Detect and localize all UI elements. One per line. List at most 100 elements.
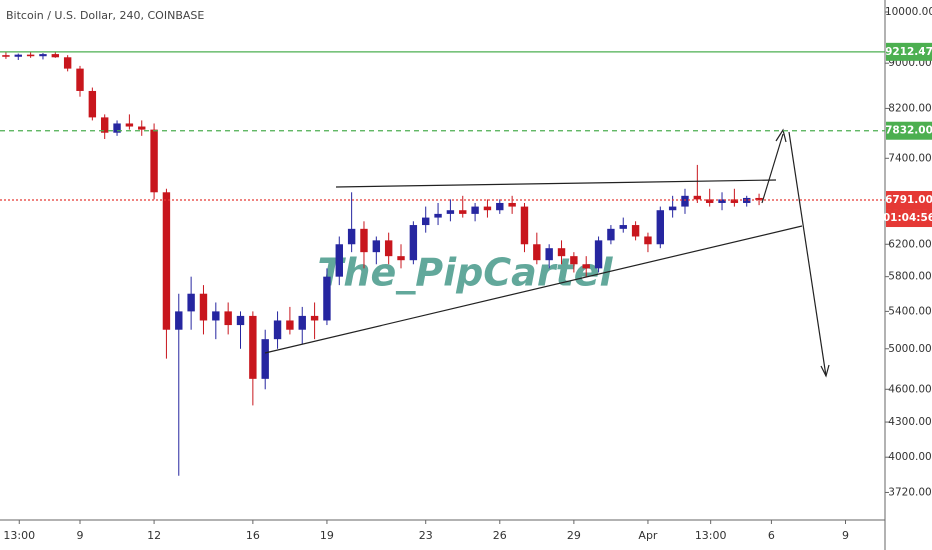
candle-body: [51, 54, 60, 58]
candle-body: [212, 311, 220, 321]
candle-body: [360, 228, 368, 253]
price-label: 6791.00: [885, 194, 932, 206]
candle-body: [496, 202, 504, 211]
candle-body: [298, 315, 306, 330]
candle-body: [88, 90, 97, 118]
candle-body: [286, 320, 294, 330]
candle-body: [520, 206, 529, 245]
candle-body: [125, 123, 134, 127]
candle-body: [730, 199, 739, 203]
candle-body: [39, 54, 47, 57]
candle-body: [446, 210, 455, 214]
candle-body: [273, 320, 282, 340]
candle-body: [644, 236, 652, 245]
candle-body: [668, 206, 677, 211]
candle-body: [557, 248, 566, 257]
countdown-box: [886, 209, 932, 228]
y-tick-label: 4000.00: [888, 451, 931, 463]
candles: [2, 51, 763, 476]
candle-body: [323, 276, 331, 321]
x-tick-label: 9: [77, 529, 84, 542]
y-tick-label: 5000.00: [888, 343, 931, 355]
candle-body: [249, 315, 257, 379]
upper-trendline: [335, 179, 777, 188]
candle-body: [743, 197, 751, 203]
candle-body: [693, 195, 702, 200]
candle-body: [100, 117, 109, 133]
chart-title: Bitcoin / U.S. Dollar, 240, COINBASE: [6, 9, 204, 22]
candle-body: [26, 54, 35, 57]
x-tick-label: 29: [567, 529, 581, 542]
candle-body: [14, 54, 22, 57]
y-tick-label: 7400.00: [888, 152, 931, 164]
y-tick-label: 10000.00: [885, 6, 932, 18]
candle-body: [718, 199, 726, 203]
candle-body: [138, 126, 146, 130]
candle-body: [656, 210, 664, 245]
x-tick-label: 23: [419, 529, 433, 542]
price-label-box: [886, 42, 932, 61]
x-tick-label: 9: [842, 529, 849, 542]
price-label: 7832.00: [885, 125, 932, 137]
y-tick-label: 5800.00: [888, 271, 931, 283]
x-tick-label: 13:00: [695, 529, 727, 542]
candle-body: [508, 202, 516, 207]
candle-body: [422, 217, 430, 226]
x-tick-label: Apr: [638, 529, 658, 542]
candle-body: [2, 55, 10, 57]
candle-body: [347, 228, 356, 245]
y-tick-label: 4300.00: [888, 416, 931, 428]
watermark: The_PipCartel: [317, 251, 613, 295]
price-label-box: [886, 121, 932, 140]
candle-body: [681, 195, 689, 207]
candle-body: [471, 206, 479, 214]
countdown: 01:04:56: [883, 212, 932, 224]
candle-body: [483, 206, 492, 211]
candle-body: [224, 311, 232, 326]
candle-body: [434, 213, 442, 218]
price-label: 9212.47: [885, 46, 932, 58]
candle-body: [619, 225, 627, 229]
candle-body: [113, 123, 121, 133]
candle-body: [409, 225, 418, 261]
candle-body: [582, 264, 590, 269]
y-tick-label: 4600.00: [888, 383, 931, 395]
drawings: [264, 128, 830, 378]
candle-body: [335, 244, 343, 277]
candle-body: [384, 240, 393, 257]
lower-trendline: [264, 225, 803, 354]
arrow-up: [761, 133, 784, 204]
candle-body: [570, 256, 578, 265]
candle-body: [175, 311, 183, 330]
candle-body: [199, 293, 208, 321]
candle-body: [261, 339, 269, 379]
candle-body: [150, 129, 158, 193]
arrow-down: [788, 131, 827, 377]
price-label-box: [886, 191, 932, 210]
candle-body: [236, 315, 245, 326]
candle-body: [397, 256, 405, 261]
y-tick-label: 8200.00: [888, 102, 931, 114]
candle-body: [76, 68, 84, 91]
candle-body: [533, 244, 541, 261]
candle-body: [187, 293, 195, 312]
x-tick-label: 13:00: [3, 529, 35, 542]
x-tick-label: 26: [493, 529, 507, 542]
candle-body: [310, 315, 319, 321]
candle-body: [607, 228, 615, 241]
y-tick-label: 3720.00: [888, 486, 931, 498]
candle-body: [63, 57, 72, 69]
candle-body: [162, 192, 171, 330]
x-tick-label: 19: [320, 529, 334, 542]
y-tick-label: 5400.00: [888, 305, 931, 317]
y-tick-label: 6200.00: [888, 238, 931, 250]
candle-body: [459, 210, 467, 214]
candle-body: [755, 197, 763, 201]
x-tick-label: 12: [147, 529, 161, 542]
arrow-head: [775, 128, 787, 143]
candle-body: [545, 248, 553, 261]
x-tick-label: 6: [768, 529, 775, 542]
candle-body: [631, 225, 640, 237]
candle-body: [705, 199, 714, 203]
